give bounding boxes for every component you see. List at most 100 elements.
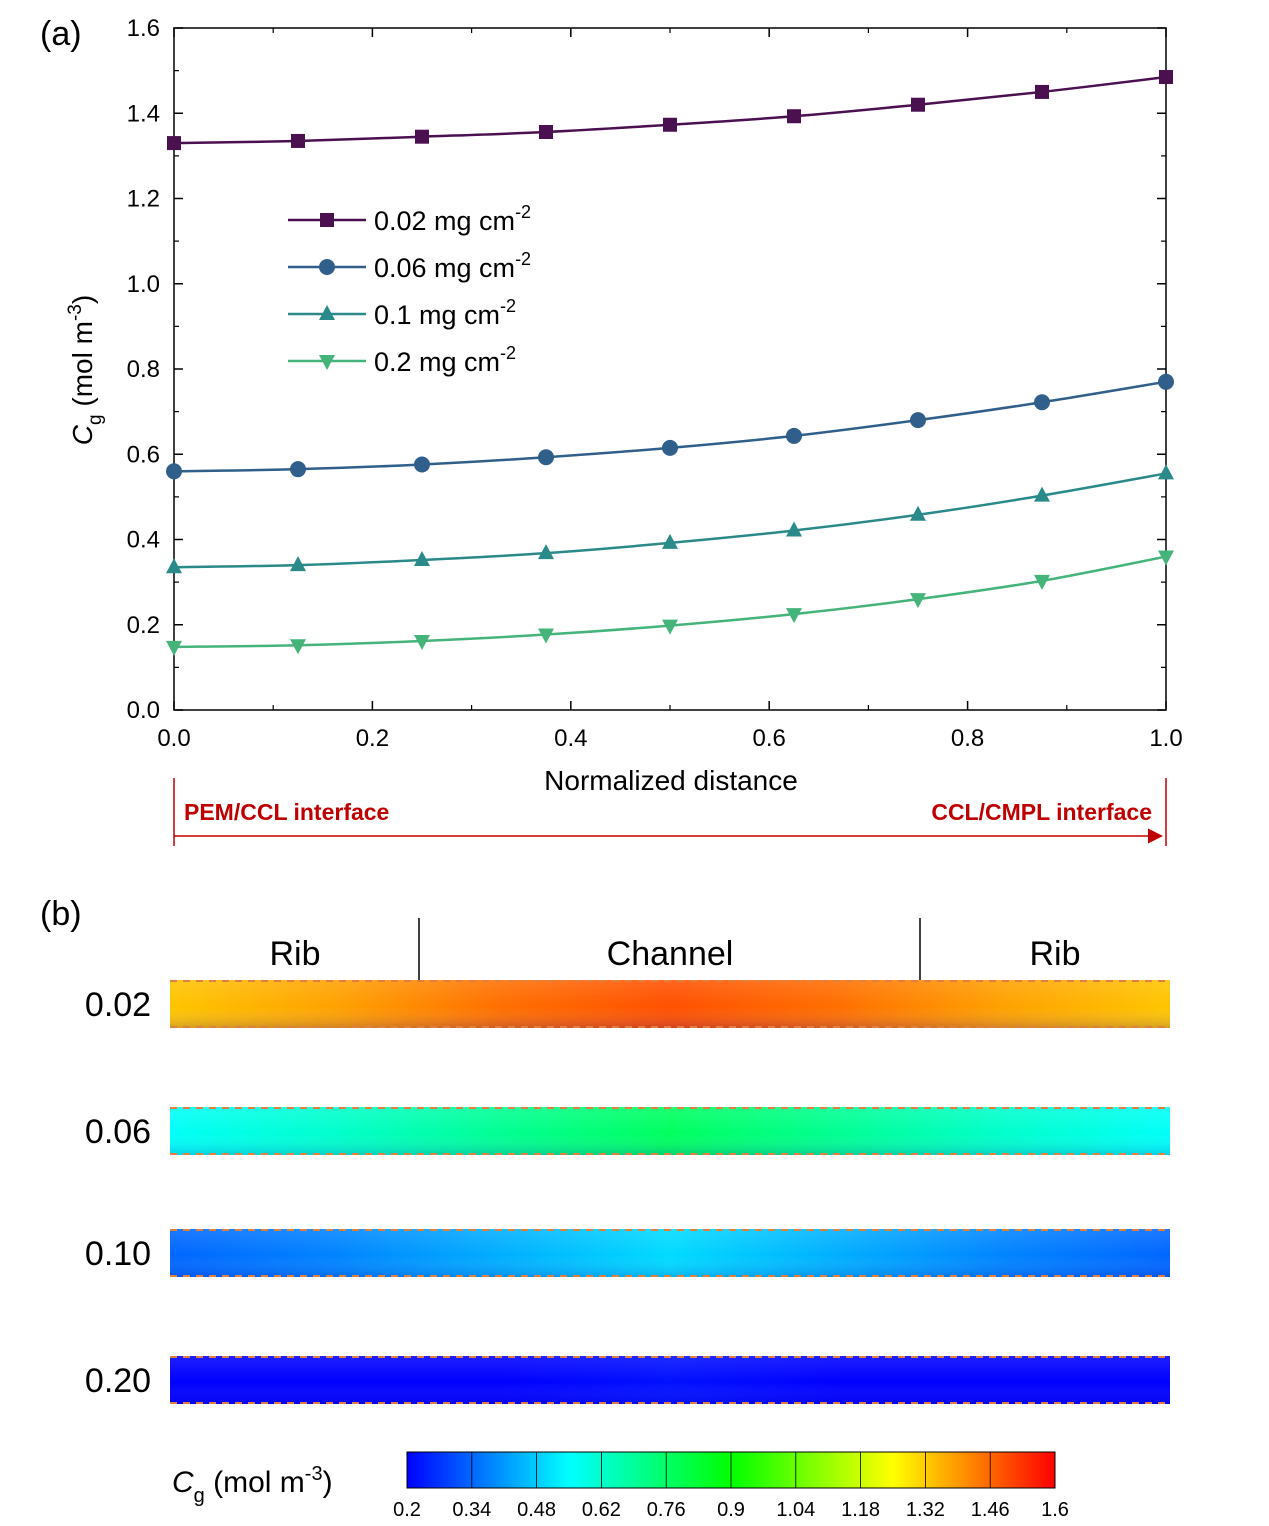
loading-row-label: 0.06 [85, 1113, 151, 1151]
data-point [1158, 464, 1174, 480]
colorbar-tick-label: 0.34 [452, 1499, 491, 1521]
x-tick-label: 0.0 [157, 725, 190, 752]
legend-marker [320, 213, 334, 227]
region-label-rib-left: Rib [269, 935, 320, 973]
data-point [1158, 550, 1174, 566]
y-axis-label-unit: (mol m [67, 321, 98, 414]
legend-entry-sup: -2 [515, 249, 531, 269]
series-line-1 [173, 380, 1167, 473]
data-point [1034, 486, 1050, 502]
panel-b-tag: (b) [40, 895, 82, 933]
colorbar-ticks: 0.2 0.34 0.48 0.62 0.76 0.9 1.04 1.18 1.32 1.46 1.… [393, 1452, 1069, 1521]
x-tick-label: 1.0 [1149, 725, 1182, 752]
data-point [290, 556, 306, 572]
legend-entry: 0.1 mg cm-2 [374, 296, 516, 330]
x-tick-label: 0.8 [951, 725, 984, 752]
contour-shading [170, 1107, 1170, 1155]
region-label-channel: Channel [607, 935, 734, 973]
y-axis-label-sup: -3 [65, 304, 86, 321]
loading-row-label: 0.20 [85, 1362, 151, 1400]
legend-entry: 0.2 mg cm-2 [374, 343, 516, 377]
pem-ccl-interface-label: PEM/CCL interface [184, 799, 389, 825]
legend-entry-sup: -2 [515, 202, 531, 222]
colorbar: Cg (mol m-3) 0.2 0.34 0.48 0.62 0.76 0.9 1.04 1… [172, 1451, 1069, 1521]
legend: 0.02 mg cm-20.06 mg cm-20.1 mg cm-20.2 m… [288, 202, 531, 377]
data-point [538, 628, 554, 644]
colorbar-label: Cg (mol m-3) [172, 1463, 333, 1507]
series-line-2 [173, 472, 1167, 569]
region-label-rib-right: Rib [1029, 935, 1080, 973]
data-point [166, 558, 182, 574]
contour-shading [170, 1229, 1170, 1277]
data-point [290, 461, 306, 478]
colorbar-label-unit: (mol m [205, 1466, 305, 1499]
data-point [538, 449, 554, 466]
data-point [1158, 373, 1174, 390]
data-point [663, 117, 677, 132]
data-point [911, 97, 925, 112]
data-point [1159, 70, 1173, 85]
colorbar-tick-label: 0.9 [717, 1499, 745, 1521]
colorbar-tick-label: 0.48 [517, 1499, 556, 1521]
colorbar-tick-label: 1.46 [971, 1499, 1010, 1521]
contour-shading [170, 1356, 1170, 1404]
legend-marker [319, 305, 335, 320]
series-line-0 [173, 75, 1167, 145]
legend-entry: 0.06 mg cm-2 [374, 249, 531, 283]
series-layer [166, 70, 1174, 656]
loading-row-label: 0.02 [85, 986, 151, 1024]
axes-layer: 0.0 0.2 0.4 0.6 0.8 1.0 0.0 0.2 0.4 0.6 0.8 1.0 1.2 1… [127, 15, 1183, 752]
data-point [910, 505, 926, 521]
data-point [910, 412, 926, 429]
x-tick-label: 0.2 [356, 725, 389, 752]
colorbar-tick-label: 0.76 [647, 1499, 686, 1521]
legend-entry: 0.02 mg cm-2 [374, 202, 531, 236]
colorbar-label-main: C [172, 1466, 194, 1499]
ccl-cmpl-interface-label: CCL/CMPL interface [931, 799, 1152, 825]
data-point [1034, 394, 1050, 411]
data-point [291, 133, 305, 148]
interface-arrow: PEM/CCL interface CCL/CMPL interface [173, 778, 1167, 846]
region-labels: Rib Channel Rib [269, 918, 1081, 980]
y-axis-label-sub: g [85, 414, 106, 425]
y-tick-label: 1.6 [127, 15, 160, 42]
panel-a-tag: (a) [40, 15, 82, 53]
colorbar-tick-label: 0.2 [393, 1499, 421, 1521]
legend-entry-sup: -2 [500, 343, 516, 363]
data-point [415, 129, 429, 144]
data-point [662, 619, 678, 635]
data-point [662, 533, 678, 549]
y-tick-label: 1.0 [127, 271, 160, 298]
data-point [786, 427, 802, 444]
data-point [414, 634, 430, 650]
data-point [539, 125, 553, 140]
data-point [166, 463, 182, 480]
y-tick-label: 1.2 [127, 186, 160, 213]
loading-row-label: 0.10 [85, 1235, 151, 1273]
colorbar-tick-label: 1.04 [776, 1499, 815, 1521]
y-tick-label: 0.6 [127, 441, 160, 468]
data-point [414, 456, 430, 473]
data-point [166, 640, 182, 656]
data-point [786, 521, 802, 537]
y-tick-label: 0.0 [127, 697, 160, 724]
y-axis-label: Cg (mol m-3) [65, 295, 106, 445]
x-tick-label: 0.4 [554, 725, 587, 752]
data-point [787, 109, 801, 124]
data-point [1035, 84, 1049, 99]
data-point [290, 639, 306, 655]
legend-entry-text: 0.02 mg cm [374, 206, 515, 236]
colorbar-label-close: ) [323, 1466, 333, 1499]
legend-marker [319, 355, 335, 370]
data-point [538, 544, 554, 560]
colorbar-label-sup: -3 [305, 1463, 323, 1485]
contour-shading [170, 980, 1170, 1028]
data-point [1034, 574, 1050, 590]
y-tick-label: 0.4 [127, 527, 160, 554]
legend-entry-text: 0.2 mg cm [374, 347, 500, 377]
legend-entry-text: 0.1 mg cm [374, 300, 500, 330]
legend-marker [319, 259, 335, 275]
colorbar-tick-label: 1.32 [906, 1499, 945, 1521]
colorbar-tick-label: 1.18 [841, 1499, 880, 1521]
